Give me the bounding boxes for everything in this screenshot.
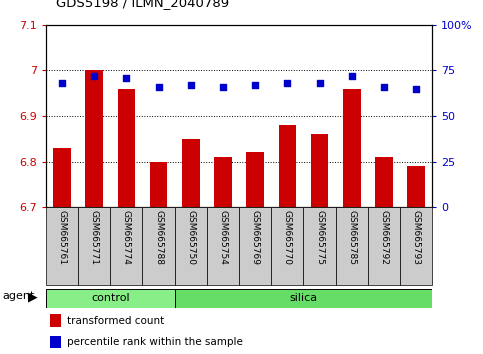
Text: GDS5198 / ILMN_2040789: GDS5198 / ILMN_2040789 <box>56 0 228 9</box>
Point <box>58 80 66 86</box>
Bar <box>53 148 71 207</box>
Bar <box>150 161 168 207</box>
Text: GSM665769: GSM665769 <box>251 210 260 265</box>
Text: GSM665761: GSM665761 <box>57 210 67 265</box>
Text: percentile rank within the sample: percentile rank within the sample <box>67 337 243 347</box>
Text: GSM665792: GSM665792 <box>380 210 388 265</box>
Point <box>348 73 355 79</box>
Text: agent: agent <box>2 291 35 302</box>
Bar <box>175 207 207 285</box>
Bar <box>50 314 61 327</box>
Bar <box>375 157 393 207</box>
Text: GSM665775: GSM665775 <box>315 210 324 265</box>
Text: GSM665770: GSM665770 <box>283 210 292 265</box>
Bar <box>400 207 432 285</box>
Text: GSM665754: GSM665754 <box>218 210 227 265</box>
Bar <box>303 207 336 285</box>
Text: silica: silica <box>289 293 317 303</box>
Bar <box>50 336 61 348</box>
Bar <box>368 207 400 285</box>
Point <box>284 80 291 86</box>
Bar <box>311 134 328 207</box>
Point <box>412 86 420 91</box>
Bar <box>85 70 103 207</box>
Point <box>155 84 162 90</box>
Bar <box>214 157 232 207</box>
Bar <box>246 153 264 207</box>
Bar <box>142 207 175 285</box>
Text: GSM665793: GSM665793 <box>412 210 421 265</box>
Text: transformed count: transformed count <box>67 316 164 326</box>
Bar <box>343 88 361 207</box>
Text: ▶: ▶ <box>28 290 38 303</box>
Text: GSM665771: GSM665771 <box>90 210 99 265</box>
Text: GSM665785: GSM665785 <box>347 210 356 265</box>
Point <box>187 82 195 88</box>
Bar <box>110 207 142 285</box>
Point <box>380 84 388 90</box>
Bar <box>271 207 303 285</box>
Bar <box>78 207 110 285</box>
Point <box>123 75 130 80</box>
Bar <box>207 207 239 285</box>
Point <box>316 80 324 86</box>
Bar <box>175 289 432 308</box>
Text: GSM665788: GSM665788 <box>154 210 163 265</box>
Point <box>219 84 227 90</box>
Bar <box>279 125 296 207</box>
Bar <box>117 88 135 207</box>
Text: GSM665750: GSM665750 <box>186 210 195 265</box>
Bar <box>239 207 271 285</box>
Text: control: control <box>91 293 129 303</box>
Bar <box>407 166 425 207</box>
Point <box>251 82 259 88</box>
Bar <box>46 289 175 308</box>
Bar <box>336 207 368 285</box>
Text: GSM665774: GSM665774 <box>122 210 131 265</box>
Bar <box>46 207 78 285</box>
Bar <box>182 139 199 207</box>
Point <box>90 73 98 79</box>
